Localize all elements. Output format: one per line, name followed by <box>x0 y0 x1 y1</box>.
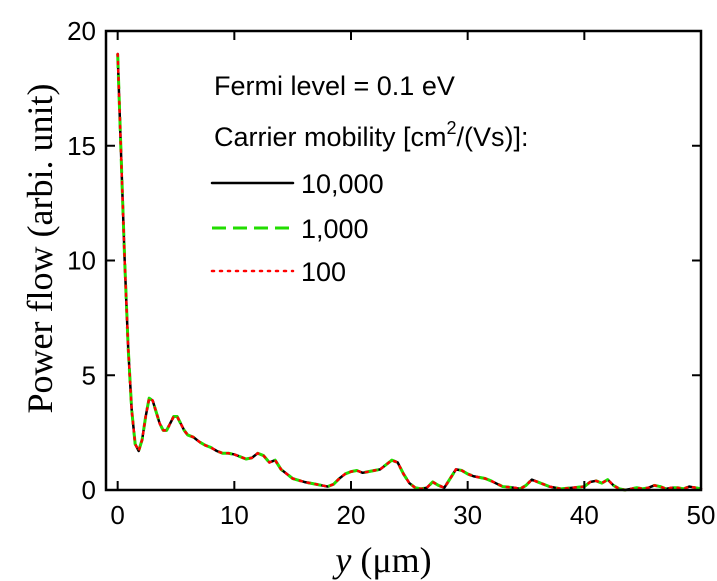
series-line-100 <box>116 52 703 492</box>
y-tick-label: 0 <box>82 475 96 505</box>
fermi-level-annotation: Fermi level = 0.1 eV <box>214 71 455 101</box>
x-tick-label: 10 <box>220 500 249 530</box>
legend-label-1000: 1,000 <box>301 214 369 244</box>
mobility-superscript: 2 <box>447 118 457 138</box>
y-tick-label: 15 <box>67 131 96 161</box>
legend: Fermi level = 0.1 eV Carrier mobility [c… <box>210 71 529 287</box>
y-axis-title: Power flow (arbi. unit) <box>20 84 60 414</box>
legend-label-100: 100 <box>301 257 346 287</box>
mobility-prefix: Carrier mobility [cm <box>214 122 447 152</box>
series-layer <box>116 52 703 492</box>
y-tick-label: 20 <box>67 16 96 46</box>
y-tick-label: 10 <box>67 246 96 276</box>
mobility-suffix: /(Vs)]: <box>457 122 529 152</box>
series-line-1000 <box>116 53 702 492</box>
x-axis-title: y (μm) <box>332 540 431 580</box>
y-tick-label: 5 <box>82 360 96 390</box>
x-tick-label: 40 <box>570 500 599 530</box>
x-tick-label: 0 <box>110 500 124 530</box>
ticks-layer: 0 10 20 30 40 50 0 5 10 15 20 <box>67 16 715 530</box>
legend-label-10000: 10,000 <box>301 169 384 199</box>
series-line-10000 <box>116 52 703 492</box>
x-axis-variable: y <box>332 540 351 580</box>
x-axis-unit: (μm) <box>351 540 431 580</box>
mobility-annotation: Carrier mobility [cm2/(Vs)]: <box>214 118 529 152</box>
x-tick-label: 30 <box>453 500 482 530</box>
x-tick-label: 50 <box>687 500 716 530</box>
x-tick-label: 20 <box>337 500 366 530</box>
